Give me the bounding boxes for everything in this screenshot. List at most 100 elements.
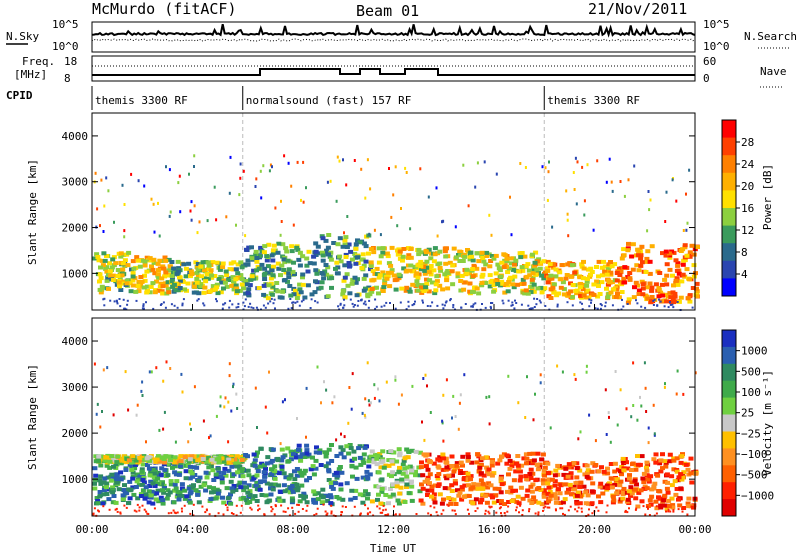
data-cell <box>313 268 319 273</box>
data-cell <box>470 501 476 506</box>
data-cell <box>477 465 483 470</box>
data-cell <box>490 302 492 304</box>
data-cell <box>144 290 150 295</box>
data-cell <box>182 455 188 460</box>
data-cell <box>200 457 206 461</box>
data-cell <box>517 401 520 405</box>
data-cell <box>291 452 296 457</box>
data-cell <box>546 506 549 509</box>
data-cell <box>581 484 587 489</box>
data-cell <box>301 471 307 476</box>
data-cell <box>479 253 485 258</box>
data-cell <box>258 245 264 250</box>
data-cell <box>102 258 108 263</box>
data-cell <box>573 289 579 293</box>
velocity-colorbar-label: Velocity [m s⁻¹] <box>761 370 774 476</box>
data-cell <box>491 256 497 261</box>
data-cell <box>639 454 645 459</box>
data-cell <box>366 158 369 162</box>
data-cell <box>601 259 606 264</box>
data-cell <box>301 508 304 510</box>
data-cell <box>663 305 666 308</box>
data-cell <box>130 259 136 264</box>
data-cell <box>555 509 557 512</box>
data-cell <box>557 270 563 275</box>
data-cell <box>333 395 336 399</box>
data-cell <box>432 291 438 296</box>
data-cell <box>602 264 608 269</box>
data-cell <box>666 504 672 509</box>
data-cell <box>215 218 218 222</box>
data-cell <box>154 491 160 496</box>
data-cell <box>611 189 614 193</box>
data-cell <box>346 451 352 456</box>
data-cell <box>635 253 641 258</box>
data-cell <box>647 190 650 193</box>
data-cell <box>673 278 679 283</box>
data-cell <box>507 374 510 378</box>
data-cell <box>479 280 485 285</box>
data-cell <box>302 299 305 302</box>
data-cell <box>335 199 338 203</box>
nsky-label: N.Sky <box>6 30 39 43</box>
data-cell <box>196 291 202 296</box>
data-cell <box>545 461 551 466</box>
data-cell <box>441 419 444 423</box>
data-cell <box>107 465 113 470</box>
data-cell <box>278 490 284 494</box>
data-cell <box>327 493 333 498</box>
data-cell <box>299 452 305 457</box>
data-cell <box>563 276 569 281</box>
data-cell <box>252 463 258 468</box>
data-cell <box>672 479 678 484</box>
power-data <box>92 113 700 311</box>
data-cell <box>627 277 633 282</box>
data-cell <box>313 279 318 284</box>
data-cell <box>305 283 311 288</box>
data-cell <box>336 155 339 159</box>
data-cell <box>379 233 382 237</box>
data-cell <box>254 473 260 478</box>
data-cell <box>395 248 400 253</box>
data-cell <box>93 473 99 478</box>
data-cell <box>135 284 141 288</box>
data-cell <box>467 289 473 294</box>
data-cell <box>369 187 372 191</box>
data-cell <box>530 307 533 310</box>
data-cell <box>573 373 576 377</box>
data-cell <box>446 503 449 506</box>
data-cell <box>248 277 254 282</box>
data-cell <box>581 308 584 311</box>
data-cell <box>290 307 293 310</box>
data-cell <box>475 482 481 487</box>
data-cell <box>165 473 171 478</box>
data-cell <box>574 475 580 480</box>
data-cell <box>516 269 522 274</box>
data-cell <box>194 277 200 281</box>
data-cell <box>329 276 335 281</box>
data-cell <box>470 258 476 263</box>
data-cell <box>126 250 132 255</box>
data-cell <box>437 283 443 288</box>
data-cell <box>427 459 433 463</box>
data-cell <box>440 452 446 457</box>
data-cell <box>524 477 530 482</box>
data-cell <box>352 251 358 256</box>
data-cell <box>509 256 515 261</box>
data-cell <box>170 465 175 470</box>
data-cell <box>480 486 486 491</box>
data-cell <box>578 494 584 499</box>
data-cell <box>363 273 369 278</box>
data-cell <box>585 276 590 281</box>
data-cell <box>222 280 228 285</box>
data-cell <box>645 249 651 254</box>
data-cell <box>665 190 668 194</box>
data-cell <box>245 262 251 267</box>
data-cell <box>308 467 314 472</box>
data-cell <box>669 303 672 306</box>
data-cell <box>449 483 455 488</box>
data-cell <box>150 370 153 374</box>
data-cell <box>566 462 572 467</box>
data-cell <box>649 295 655 299</box>
cpid-segment-label: themis 3300 RF <box>95 94 188 107</box>
